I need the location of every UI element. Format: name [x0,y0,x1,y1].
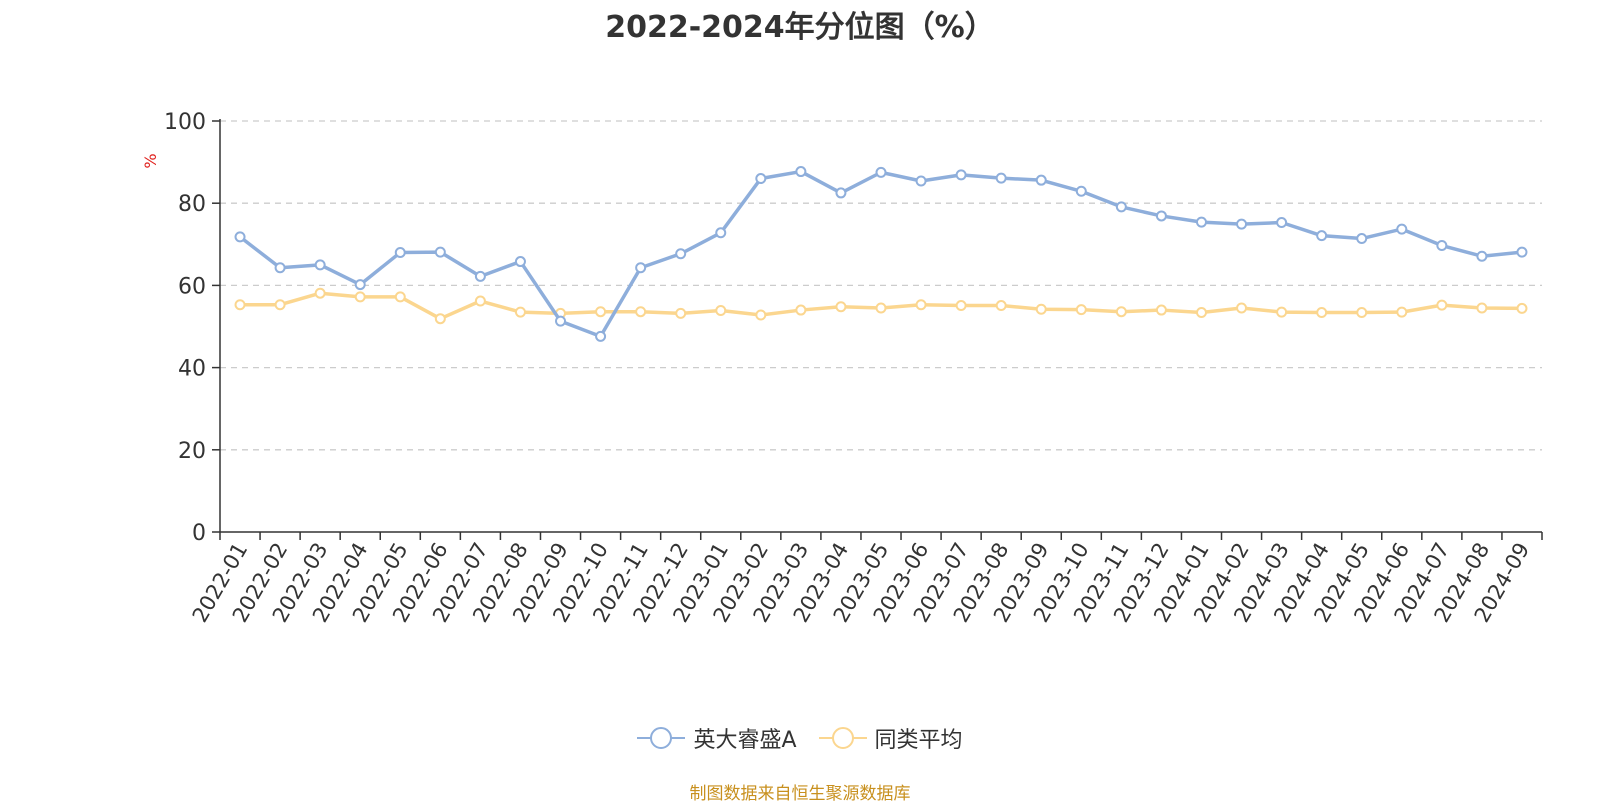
data-point [234,299,246,311]
data-point [234,231,246,243]
y-tick-label: 80 [178,192,206,217]
data-point [1155,304,1167,316]
data-point [394,291,406,303]
data-point [1115,201,1127,213]
chart-title: 2022-2024年分位图（%） [605,10,995,45]
data-point [1396,306,1408,318]
data-point [1075,185,1087,197]
y-tick-label: 0 [192,521,206,546]
y-tick-label: 40 [178,357,206,382]
y-tick-label: 100 [164,110,206,135]
data-point [474,270,486,282]
grid-lines [220,120,1542,451]
data-point [274,299,286,311]
data-point [955,300,967,312]
data-point [715,304,727,316]
data-point [915,175,927,187]
legend-swatch-series-2 [818,727,867,749]
data-point [1516,246,1528,258]
data-point [1316,230,1328,242]
y-tick-label: 20 [178,439,206,464]
data-point [1075,304,1087,316]
data-point [514,256,526,268]
data-point [514,306,526,318]
legend-item-series-2[interactable]: 同类平均 [818,722,963,754]
data-point [555,315,567,327]
data-point [995,172,1007,184]
legend-item-series-1[interactable]: 英大睿盛A [637,722,797,754]
data-point [715,227,727,239]
data-point [875,302,887,314]
data-point [755,173,767,185]
data-point [995,300,1007,312]
data-point [1516,302,1528,314]
series-lines [234,166,1528,342]
data-point [1276,306,1288,318]
data-point [1436,299,1448,311]
series-2 [234,287,1528,325]
data-point [1195,216,1207,228]
data-point [394,247,406,259]
legend: 英大睿盛A 同类平均 [0,718,1600,758]
data-point [675,248,687,260]
data-point [314,287,326,299]
data-point [635,262,647,274]
axes [212,119,1543,540]
data-point [1476,250,1488,262]
data-point [1236,302,1248,314]
data-point [635,306,647,318]
data-point [795,166,807,178]
legend-swatch-series-1 [637,727,686,749]
data-point [1316,307,1328,319]
data-point [835,301,847,313]
data-point [955,169,967,181]
data-point [1035,303,1047,315]
data-point [1195,307,1207,319]
data-point [354,279,366,291]
data-point [354,291,366,303]
y-tick-labels: 0 20 40 60 80 100 [164,110,206,546]
data-point [795,304,807,316]
data-point [675,307,687,319]
data-point [755,309,767,321]
data-point [875,166,887,178]
data-point [1356,307,1368,319]
data-point [1476,302,1488,314]
data-point [1276,217,1288,229]
data-point [314,259,326,271]
data-point [1035,174,1047,186]
data-point [835,187,847,199]
data-point [1236,218,1248,230]
data-point [915,299,927,311]
data-point [434,246,446,258]
data-point [595,330,607,342]
data-point [434,313,446,325]
data-point [474,295,486,307]
series-1 [234,166,1528,342]
data-point [1356,233,1368,245]
legend-label-series-1: 英大睿盛A [693,728,797,753]
data-point [1396,223,1408,235]
y-tick-label: 60 [178,274,206,299]
data-point [1436,240,1448,252]
data-point [1155,210,1167,222]
data-point [595,306,607,318]
y-axis-label: % [141,153,160,168]
data-point [1115,306,1127,318]
legend-label-series-2: 同类平均 [874,728,963,753]
x-tick-labels: 2022-012022-022022-032022-042022-052022-… [188,539,1535,627]
source-note: 制图数据来自恒生聚源数据库 [689,784,911,804]
data-point [274,262,286,274]
